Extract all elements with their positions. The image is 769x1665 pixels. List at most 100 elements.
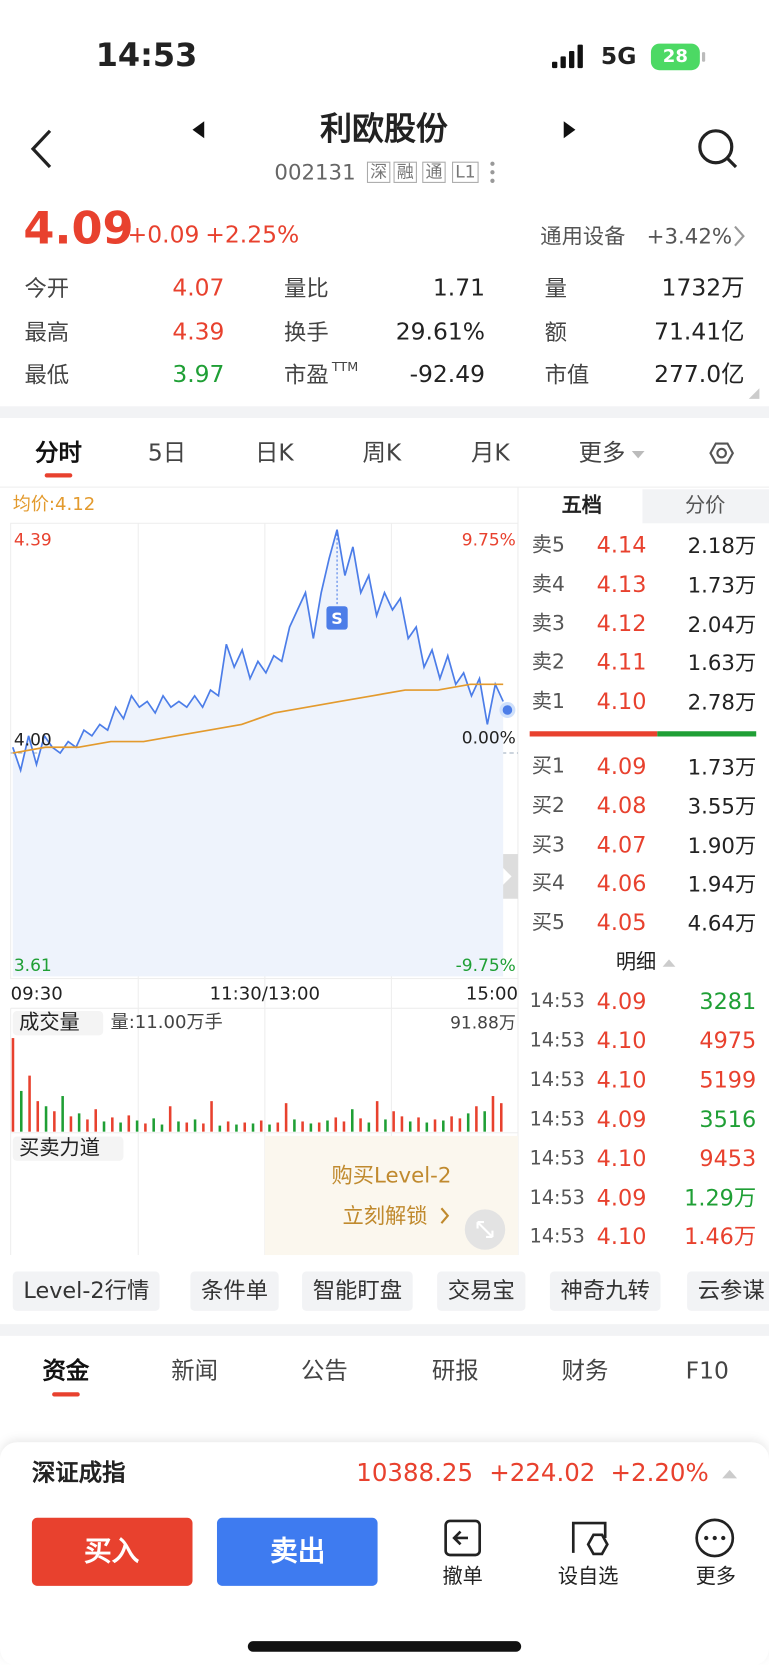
volume-bar <box>28 1075 31 1132</box>
book-tab[interactable]: 分价 <box>684 494 726 518</box>
level2-unlock[interactable]: 立刻解锁 <box>342 1202 428 1229</box>
volume-bar <box>19 1090 23 1132</box>
tab-indicator <box>52 1392 80 1397</box>
fullscreen-button[interactable] <box>464 1209 506 1250</box>
index-name[interactable]: 深证成指 <box>31 1460 126 1487</box>
sector[interactable]: 通用设备 <box>540 223 626 249</box>
search-button[interactable] <box>698 129 738 169</box>
feature-chip[interactable]: 条件单 <box>190 1271 279 1311</box>
stock-name: 利欧股份 <box>320 110 448 148</box>
stat-value: 4.07 <box>172 275 225 303</box>
tool-label[interactable]: 设自选 <box>557 1565 619 1589</box>
volume-bar <box>400 1116 404 1132</box>
info-tab[interactable]: 公告 <box>300 1358 348 1385</box>
stat-label: 最低 <box>24 362 70 388</box>
level2-promo: 购买Level-2 <box>331 1162 452 1189</box>
pct-label: 0.00% <box>461 727 516 748</box>
volume-bar <box>442 1120 445 1132</box>
stat-label: 市盈 <box>283 362 329 388</box>
back-button[interactable] <box>30 129 52 169</box>
chart-tab[interactable]: 更多 <box>578 440 626 467</box>
volume-info: 量:11.00万手 <box>110 1012 223 1034</box>
chevron <box>440 1207 450 1224</box>
info-tab[interactable]: F10 <box>685 1358 729 1385</box>
trade-price: 4.09 <box>596 1106 647 1132</box>
buy-label[interactable]: 买入 <box>84 1535 140 1568</box>
x-tick-label: 15:00 <box>465 983 518 1005</box>
volume-bar <box>69 1116 73 1132</box>
volume-label[interactable]: 成交量 <box>12 1010 104 1036</box>
chart-tab[interactable]: 月K <box>470 440 510 467</box>
watchlist-icon[interactable] <box>571 1521 609 1556</box>
volume-bar <box>210 1101 213 1132</box>
feature-chip[interactable]: 云参谋 <box>687 1271 769 1311</box>
tool-label[interactable]: 更多 <box>695 1565 737 1589</box>
info-tab[interactable]: 研报 <box>431 1358 479 1385</box>
trade-price: 4.10 <box>596 1067 647 1093</box>
chart-tab[interactable]: 分时 <box>35 440 82 467</box>
book-volume: 1.73万 <box>687 754 757 780</box>
stock-code: 002131 <box>274 159 356 186</box>
feature-chip[interactable]: 交易宝 <box>437 1271 526 1311</box>
sell-label[interactable]: 卖出 <box>270 1535 326 1568</box>
caret[interactable] <box>722 1469 738 1479</box>
chart-tab[interactable]: 日K <box>255 440 294 467</box>
trade-time: 14:53 <box>529 1068 585 1092</box>
trade-price: 4.09 <box>596 1184 647 1211</box>
feature-chip[interactable]: 智能盯盘 <box>302 1271 413 1311</box>
tool-label[interactable]: 撤单 <box>442 1565 483 1589</box>
next-stock[interactable] <box>563 121 576 139</box>
info-tab[interactable]: 财务 <box>561 1358 609 1385</box>
volume-bar <box>342 1121 346 1132</box>
sell-button[interactable] <box>216 1517 378 1586</box>
feature-chip[interactable]: Level-2行情 <box>12 1271 160 1311</box>
trade-card <box>0 1442 769 1665</box>
volume-bar <box>483 1111 486 1132</box>
volume-bar <box>350 1109 354 1132</box>
buy-button[interactable] <box>31 1517 193 1586</box>
price-change: +0.09 <box>127 222 200 249</box>
settings-button[interactable] <box>709 442 735 464</box>
stock-tag: 通 <box>422 161 446 183</box>
book-price: 4.06 <box>596 870 647 897</box>
stat-label: 市值 <box>544 362 590 388</box>
volume-bar <box>384 1119 387 1132</box>
y-tick-label: 3.61 <box>13 955 52 976</box>
volume-bar <box>309 1123 313 1132</box>
cancel-icon[interactable] <box>444 1519 482 1557</box>
expand-corner[interactable] <box>748 388 760 399</box>
index-change-pct: +2.20% <box>610 1459 709 1488</box>
chart-tab[interactable]: 5日 <box>147 440 187 467</box>
info-tab[interactable]: 资金 <box>42 1358 90 1385</box>
strength-label[interactable]: 买卖力道 <box>12 1136 124 1161</box>
prev-stock[interactable] <box>192 121 205 139</box>
chart-tab[interactable]: 周K <box>362 440 402 467</box>
trade-volume: 1.46万 <box>684 1224 757 1250</box>
book-level: 卖4 <box>531 572 565 596</box>
book-price: 4.07 <box>596 831 647 858</box>
stat-value: 4.39 <box>172 319 225 346</box>
volume-bar <box>94 1109 98 1132</box>
info-tab[interactable]: 新闻 <box>171 1358 219 1385</box>
network: 5G <box>600 43 637 71</box>
book-level: 买5 <box>531 911 565 935</box>
feature-chip[interactable]: 神奇九转 <box>549 1271 661 1311</box>
more-icon[interactable] <box>695 1518 735 1558</box>
more-dots[interactable] <box>490 161 495 183</box>
book-tab[interactable]: 五档 <box>561 494 603 518</box>
side-handle-arrow <box>503 867 512 885</box>
stat-label: 今开 <box>24 276 70 302</box>
volume-bar <box>408 1121 412 1132</box>
volume-bar <box>144 1123 147 1132</box>
book-volume: 1.73万 <box>687 572 757 598</box>
book-level: 卖3 <box>531 611 565 636</box>
volume-bar <box>77 1113 81 1132</box>
trade-price: 4.09 <box>596 988 647 1015</box>
detail-title[interactable]: 明细 <box>615 950 657 974</box>
volume-bar <box>111 1117 114 1132</box>
book-price: 4.12 <box>596 610 647 637</box>
book-price: 4.10 <box>596 688 647 715</box>
avg-line <box>12 683 504 754</box>
book-volume: 2.78万 <box>687 689 757 715</box>
